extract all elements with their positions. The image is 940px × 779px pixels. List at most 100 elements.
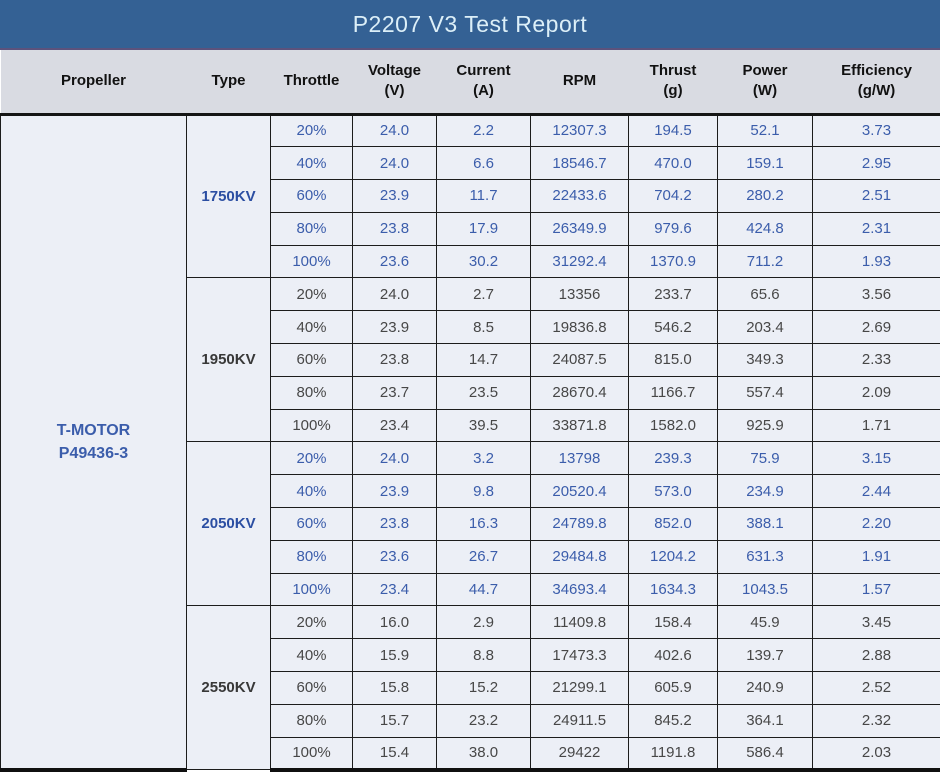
rpm-cell: 33871.8 (530, 408, 629, 443)
efficiency-cell: 2.88 (812, 638, 940, 673)
voltage-cell: 15.4 (352, 736, 437, 772)
rpm-cell: 21299.1 (530, 671, 629, 705)
thrust-cell: 1634.3 (628, 572, 718, 607)
current-cell: 38.0 (436, 736, 531, 772)
throttle-cell: 40% (270, 310, 353, 345)
column-header-type: Type (186, 50, 271, 116)
current-cell: 2.9 (436, 605, 531, 640)
thrust-cell: 1191.8 (628, 736, 718, 772)
table-row: 60% 23.8 14.7 24087.5 815.0 349.3 2.33 (1, 343, 940, 377)
table-row: 100% 23.4 44.7 34693.4 1634.3 1043.5 1.57 (1, 572, 940, 607)
thrust-cell: 845.2 (628, 703, 718, 738)
throttle-cell: 80% (270, 211, 353, 246)
table-row: 100% 23.6 30.2 31292.4 1370.9 711.2 1.93 (1, 244, 940, 279)
voltage-cell: 23.8 (352, 211, 437, 246)
current-cell: 44.7 (436, 572, 531, 607)
table-row: 40% 23.9 9.8 20520.4 573.0 234.9 2.44 (1, 474, 940, 509)
rpm-cell: 18546.7 (530, 146, 629, 181)
rpm-cell: 12307.3 (530, 113, 629, 148)
power-cell: 364.1 (717, 703, 813, 738)
power-cell: 631.3 (717, 539, 813, 574)
table-row: 2050KV 20% 24.0 3.2 13798 239.3 75.9 3.15 (1, 441, 940, 607)
type-cell-2550kv: 2550KV (186, 605, 271, 771)
current-cell: 11.7 (436, 179, 531, 213)
power-cell: 925.9 (717, 408, 813, 443)
current-cell: 8.5 (436, 310, 531, 345)
rpm-cell: 28670.4 (530, 375, 629, 410)
current-cell: 3.2 (436, 441, 531, 476)
throttle-cell: 100% (270, 736, 353, 772)
power-cell: 159.1 (717, 146, 813, 181)
thrust-cell: 704.2 (628, 179, 718, 213)
table-row: 60% 23.8 16.3 24789.8 852.0 388.1 2.20 (1, 507, 940, 541)
rpm-cell: 24087.5 (530, 343, 629, 377)
type-cell-1950kv: 1950KV (186, 277, 271, 443)
rpm-cell: 24911.5 (530, 703, 629, 738)
voltage-cell: 23.8 (352, 343, 437, 377)
power-cell: 388.1 (717, 507, 813, 541)
thrust-cell: 1204.2 (628, 539, 718, 574)
voltage-cell: 23.6 (352, 244, 437, 279)
voltage-cell: 15.8 (352, 671, 437, 705)
propeller-name-line: T-MOTOR (56, 421, 131, 439)
throttle-cell: 60% (270, 179, 353, 213)
power-cell: 711.2 (717, 244, 813, 279)
table-row: T-MOTOR P49436-3 1750KV 20% 24.0 2.2 12307.3 19… (0, 113, 940, 772)
efficiency-cell: 3.73 (812, 113, 940, 148)
type-cell-1750kv: 1750KV (186, 113, 271, 279)
rpm-cell: 19836.8 (530, 310, 629, 345)
throttle-cell: 100% (270, 572, 353, 607)
thrust-cell: 402.6 (628, 638, 718, 673)
propeller-cell: T-MOTOR P49436-3 (0, 113, 187, 772)
power-cell: 139.7 (717, 638, 813, 673)
current-cell: 30.2 (436, 244, 531, 279)
thrust-cell: 1166.7 (628, 375, 718, 410)
report-title-bar: P2207 V3 Test Report (0, 0, 940, 50)
efficiency-cell: 1.71 (812, 408, 940, 443)
efficiency-cell: 2.09 (812, 375, 940, 410)
voltage-cell: 24.0 (352, 146, 437, 181)
voltage-cell: 23.7 (352, 375, 437, 410)
column-header-propeller: Propeller (0, 50, 187, 116)
efficiency-cell: 2.32 (812, 703, 940, 738)
efficiency-cell: 2.69 (812, 310, 940, 345)
column-header-throttle: Throttle (270, 50, 353, 116)
power-cell: 586.4 (717, 736, 813, 772)
current-cell: 15.2 (436, 671, 531, 705)
thrust-cell: 546.2 (628, 310, 718, 345)
rpm-cell: 34693.4 (530, 572, 629, 607)
table-body: T-MOTOR P49436-3 1750KV 20% 24.0 2.2 12307.3 19… (0, 113, 940, 772)
throttle-cell: 20% (270, 441, 353, 476)
current-cell: 14.7 (436, 343, 531, 377)
efficiency-cell: 1.57 (812, 572, 940, 607)
voltage-cell: 23.9 (352, 179, 437, 213)
voltage-cell: 23.4 (352, 408, 437, 443)
throttle-cell: 20% (270, 113, 353, 148)
thrust-cell: 573.0 (628, 474, 718, 509)
thrust-cell: 1370.9 (628, 244, 718, 279)
throttle-cell: 40% (270, 638, 353, 673)
rpm-cell: 20520.4 (530, 474, 629, 509)
thrust-cell: 470.0 (628, 146, 718, 181)
throttle-cell: 20% (270, 277, 353, 312)
efficiency-cell: 3.56 (812, 277, 940, 312)
efficiency-cell: 2.03 (812, 736, 940, 772)
table-row: 40% 24.0 6.6 18546.7 470.0 159.1 2.95 (1, 146, 940, 181)
rpm-cell: 24789.8 (530, 507, 629, 541)
propeller-name-line: P49436-3 (58, 444, 129, 462)
throttle-cell: 80% (270, 375, 353, 410)
throttle-cell: 60% (270, 343, 353, 377)
efficiency-cell: 2.31 (812, 211, 940, 246)
table-row: 60% 23.9 11.7 22433.6 704.2 280.2 2.51 (1, 179, 940, 213)
table-row: 80% 23.6 26.7 29484.8 1204.2 631.3 1.91 (1, 539, 940, 574)
current-cell: 17.9 (436, 211, 531, 246)
thrust-cell: 233.7 (628, 277, 718, 312)
throttle-cell: 80% (270, 703, 353, 738)
efficiency-cell: 3.15 (812, 441, 940, 476)
power-cell: 234.9 (717, 474, 813, 509)
throttle-cell: 60% (270, 671, 353, 705)
column-header-thrust: Thrust (g) (628, 50, 718, 116)
header-row: Propeller Type Throttle Voltage (V) Current (A… (0, 50, 940, 116)
voltage-cell: 23.4 (352, 572, 437, 607)
rpm-cell: 29484.8 (530, 539, 629, 574)
